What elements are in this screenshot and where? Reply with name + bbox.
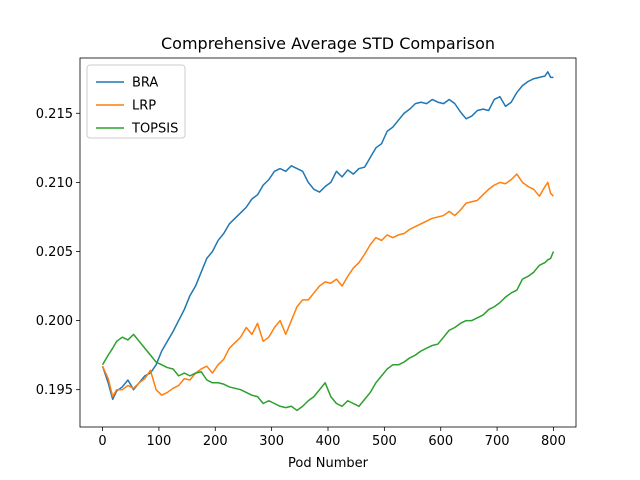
y-tick-label: 0.215 [36,107,73,122]
x-tick-label: 100 [146,434,171,449]
x-tick-label: 400 [316,434,341,449]
x-tick-label: 500 [372,434,397,449]
y-tick-label: 0.200 [36,314,73,329]
chart-title: Comprehensive Average STD Comparison [161,34,495,53]
y-tick-label: 0.195 [36,383,73,398]
legend-label-lrp: LRP [132,99,156,114]
x-axis-title: Pod Number [288,456,369,471]
series-line-lrp [101,173,554,398]
series-line-bra [101,71,554,401]
legend-label-topsis: TOPSIS [131,122,178,137]
y-tick-label: 0.205 [36,245,73,260]
legend-box [86,64,186,139]
y-tick-label: 0.210 [36,176,73,191]
x-tick-label: 600 [428,434,453,449]
x-tick-label: 0 [98,434,106,449]
legend: BRA LRP TOPSIS [86,64,186,139]
legend-label-bra: BRA [132,76,158,91]
x-tick-label: 700 [485,434,510,449]
x-tick-label: 800 [541,434,566,449]
x-tick-label: 300 [259,434,284,449]
x-tick-label: 200 [203,434,228,449]
series-line-topsis [101,251,555,412]
plot-area [101,71,555,412]
axes: 0 100 200 300 400 500 600 700 800 0.195 0.200 0.205… [36,57,577,449]
